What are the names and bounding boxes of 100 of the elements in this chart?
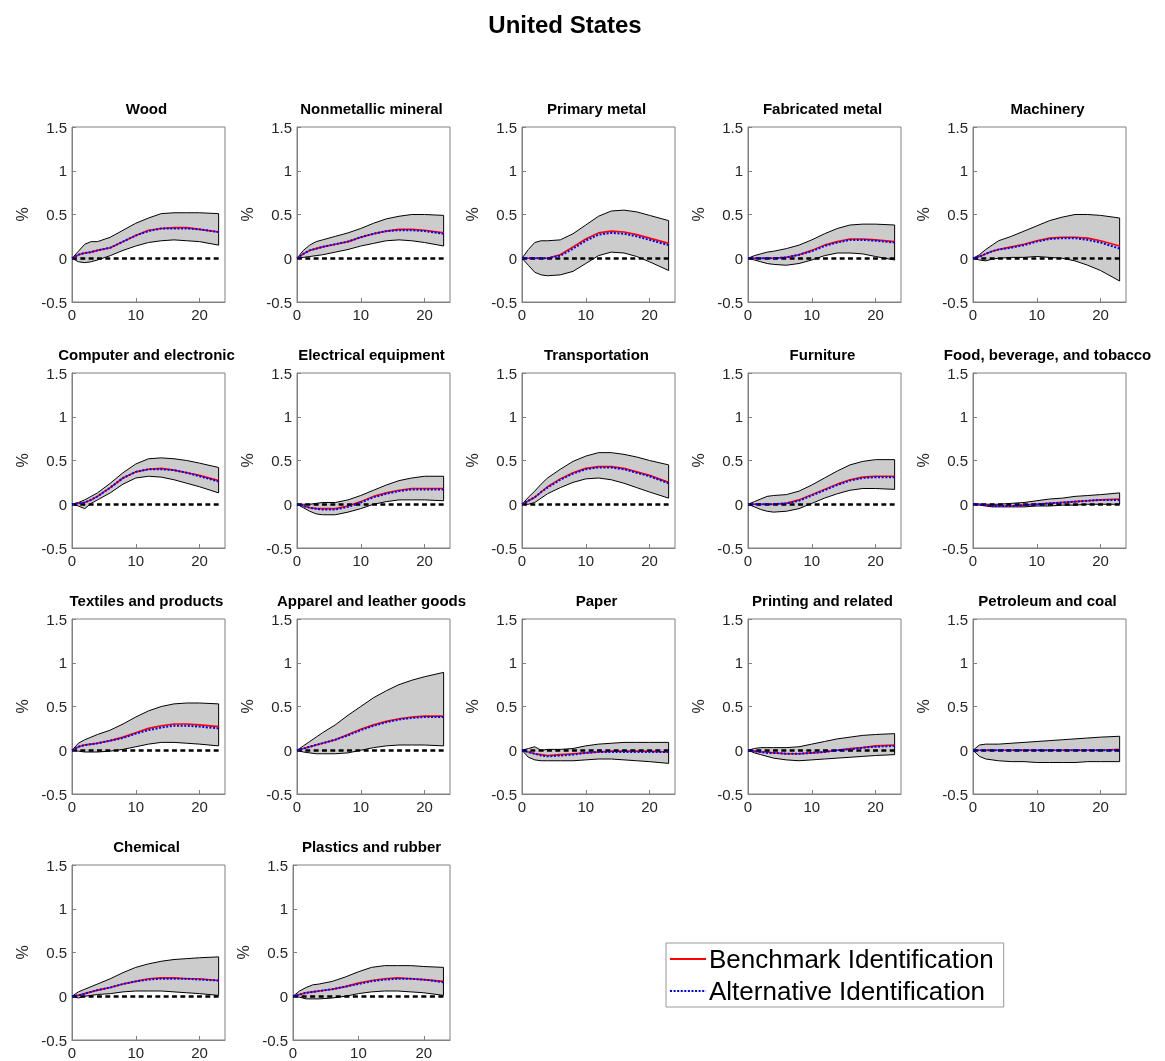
y-tick-label: 0 <box>279 987 289 1005</box>
y-tick-label: 0.5 <box>946 452 968 469</box>
y-tick-label: -0.5 <box>716 539 743 557</box>
y-tick-label: -0.5 <box>941 539 968 557</box>
y-tick-label: 0 <box>283 495 293 513</box>
y-tick-label: 0.5 <box>46 206 67 223</box>
y-tick-label: 1.5 <box>496 610 518 628</box>
y-tick-label: 0 <box>58 495 67 513</box>
chart-title: Textiles and products <box>69 592 224 609</box>
y-axis-title: % <box>13 699 31 714</box>
x-tick-label: 20 <box>641 552 659 569</box>
y-tick-label: 1.5 <box>271 364 293 382</box>
x-tick-label: 20 <box>416 306 434 323</box>
x-tick-label: 20 <box>1091 552 1109 569</box>
y-tick-label: 0 <box>959 741 968 759</box>
x-tick-label: 20 <box>416 552 434 569</box>
y-tick-label: -0.5 <box>41 1031 67 1049</box>
y-tick-label: 0 <box>58 741 67 759</box>
y-axis-title: % <box>463 453 481 468</box>
y-tick-label: -0.5 <box>716 785 743 803</box>
x-tick-label: 10 <box>127 798 145 815</box>
y-tick-label: -0.5 <box>491 785 518 803</box>
chart-title: Primary metal <box>547 100 647 117</box>
y-tick-label: 0 <box>283 249 293 267</box>
y-tick-label: 0.5 <box>946 698 968 715</box>
y-tick-label: 1.5 <box>46 364 67 382</box>
y-tick-label: 1.5 <box>721 364 743 382</box>
chart-title: Transportation <box>544 346 650 363</box>
x-tick-label: 20 <box>191 798 208 815</box>
line-series <box>292 977 445 998</box>
y-tick-label: -0.5 <box>266 539 293 557</box>
chart-title: Nonmetallic mineral <box>300 100 443 117</box>
chart-title: Computer and electronic <box>58 346 235 363</box>
x-tick-label: 10 <box>577 798 595 815</box>
chart-title: Plastics and rubber <box>302 838 442 855</box>
x-tick-label: 10 <box>352 306 370 323</box>
y-tick-label: -0.5 <box>41 539 67 557</box>
chart-title: Food, beverage, and tobacco <box>943 346 1152 363</box>
x-tick-label: 20 <box>416 798 434 815</box>
x-tick-label: 20 <box>866 798 884 815</box>
y-tick-label: 0.5 <box>946 206 968 223</box>
y-tick-label: 0.5 <box>721 698 743 715</box>
y-tick-label: 1.5 <box>496 118 518 136</box>
y-tick-label: 1 <box>734 162 743 180</box>
y-tick-label: 0.5 <box>46 698 67 715</box>
line-series <box>746 744 896 755</box>
y-tick-label: 0.5 <box>496 452 518 469</box>
x-tick-label: 10 <box>127 552 145 569</box>
y-tick-label: 0.5 <box>721 452 743 469</box>
text: United States <box>487 10 643 40</box>
chart-title: Wood <box>125 100 168 117</box>
x-tick-label: 20 <box>191 552 208 569</box>
y-tick-label: 1 <box>509 408 518 426</box>
y-tick-label: -0.5 <box>266 293 293 311</box>
x-tick-label: 10 <box>1028 552 1045 569</box>
y-tick-label: 1.5 <box>46 118 67 136</box>
y-axis-title: % <box>238 453 256 468</box>
chart-title: Petroleum and coal <box>978 592 1117 609</box>
x-tick-label: 10 <box>1028 306 1045 323</box>
y-tick-label: 0 <box>734 741 743 759</box>
y-tick-label: 1 <box>734 654 743 672</box>
y-tick-label: 0 <box>509 741 518 759</box>
y-tick-label: -0.5 <box>716 293 743 311</box>
x-tick-label: 20 <box>866 306 884 323</box>
y-tick-label: 0 <box>509 249 518 267</box>
y-tick-label: 1 <box>58 900 67 918</box>
y-tick-label: 1.5 <box>271 610 293 628</box>
y-tick-label: -0.5 <box>491 539 518 557</box>
y-axis-title: % <box>13 945 31 960</box>
y-tick-label: 1 <box>58 654 67 672</box>
x-tick-label: 10 <box>577 306 595 323</box>
y-tick-label: 1.5 <box>271 118 293 136</box>
y-axis-title: % <box>914 699 932 714</box>
y-axis-title: % <box>689 453 707 468</box>
y-tick-label: 0.5 <box>271 206 293 223</box>
y-axis-title: % <box>689 207 707 222</box>
y-tick-label: 0.5 <box>46 452 67 469</box>
x-tick-label: 10 <box>352 798 370 815</box>
y-axis-title: % <box>234 945 252 960</box>
chart-title: Printing and related <box>751 592 893 609</box>
chart-title: Furniture <box>789 346 856 363</box>
line-series <box>71 977 220 998</box>
y-tick-label: 0 <box>734 249 743 267</box>
y-tick-label: 1 <box>279 900 289 918</box>
y-tick-label: 0 <box>58 249 67 267</box>
y-tick-label: 1 <box>509 162 518 180</box>
y-tick-label: 1 <box>959 654 968 672</box>
x-tick-label: 20 <box>415 1044 433 1061</box>
y-axis-title: % <box>463 699 481 714</box>
x-tick-label: 10 <box>352 552 370 569</box>
y-tick-label: 1 <box>58 408 67 426</box>
chart-title: Electrical equipment <box>298 346 446 363</box>
y-axis-title: % <box>689 699 707 714</box>
x-tick-label: 10 <box>127 306 145 323</box>
chart-title: Chemical <box>113 838 180 855</box>
y-axis-title: % <box>914 207 932 222</box>
y-tick-label: 1 <box>283 162 293 180</box>
y-axis-title: % <box>238 699 256 714</box>
y-tick-label: -0.5 <box>41 785 67 803</box>
x-tick-label: 10 <box>577 552 595 569</box>
